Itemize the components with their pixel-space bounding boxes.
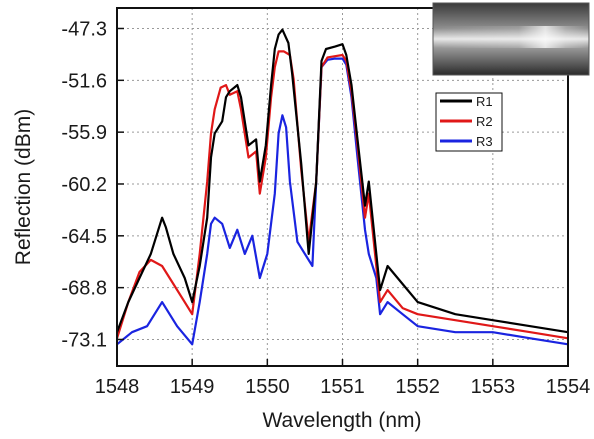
x-tick-label: 1554 [546, 376, 591, 398]
y-tick-label: -73.1 [61, 329, 107, 351]
series-lines [115, 28, 569, 346]
x-tick-label: 1550 [245, 376, 290, 398]
y-tick-label: -51.6 [61, 70, 107, 92]
x-tick-label: 1551 [320, 376, 365, 398]
x-tick-label: 1548 [95, 376, 140, 398]
x-tick-label: 1552 [395, 376, 440, 398]
series-line-r3 [116, 57, 569, 346]
y-tick-label: -55.9 [61, 122, 107, 144]
y-axis-title: Reflection (dBm) [12, 109, 35, 265]
series-line-r2 [115, 50, 569, 340]
legend-label-r3: R3 [476, 134, 493, 149]
y-tick-label: -60.2 [61, 174, 107, 196]
series-line-r1 [115, 28, 569, 334]
y-tick-label: -64.5 [61, 226, 107, 248]
axis-ticks: 1548 1549 1550 1551 1552 1553 1554 -47.3 -51.6 -5… [61, 18, 590, 398]
legend-label-r2: R2 [476, 114, 493, 129]
legend: R1 R2 R3 [435, 92, 503, 152]
y-tick-label: -47.3 [61, 18, 107, 40]
x-axis-title: Wavelength (nm) [262, 409, 421, 432]
x-tick-label: 1549 [170, 376, 215, 398]
x-tick-label: 1553 [471, 376, 516, 398]
y-tick-label: -68.8 [61, 278, 107, 300]
inset-photo [432, 2, 590, 76]
legend-label-r1: R1 [476, 94, 493, 109]
